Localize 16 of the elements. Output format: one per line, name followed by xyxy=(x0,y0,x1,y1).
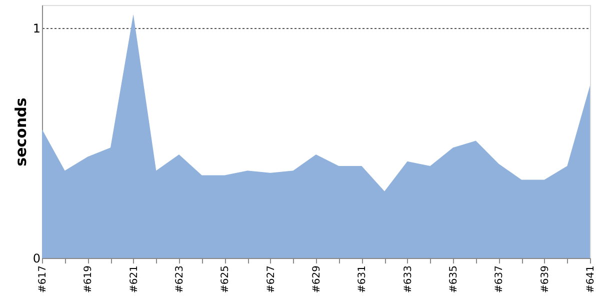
x-tick-label: #623 xyxy=(174,266,186,293)
x-tick-label: #617 xyxy=(38,266,48,293)
x-tick-label: #641 xyxy=(586,266,596,293)
y-tick-label: 1 xyxy=(32,22,40,36)
y-axis-title: seconds xyxy=(12,98,30,166)
x-tick-label: #637 xyxy=(494,266,506,293)
x-tick-label: #631 xyxy=(357,266,368,293)
x-tick-label: #633 xyxy=(402,266,414,293)
y-tick-label: 0 xyxy=(32,252,40,266)
x-tick-label: #639 xyxy=(540,266,551,293)
x-tick-label: #621 xyxy=(128,266,140,293)
x-tick-label: #629 xyxy=(312,266,322,293)
x-tick-label: #635 xyxy=(448,266,460,293)
x-tick-label: #627 xyxy=(266,266,277,293)
x-tick-label: #625 xyxy=(220,266,232,293)
x-tick-label: #619 xyxy=(83,266,94,293)
